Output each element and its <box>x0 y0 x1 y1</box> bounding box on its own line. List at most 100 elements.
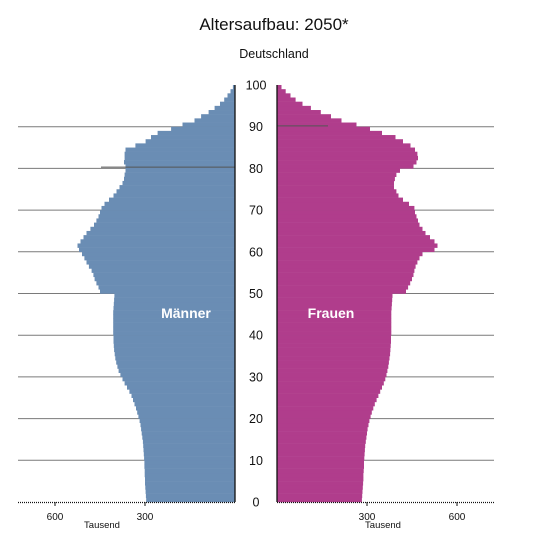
female-bar-age-18 <box>277 422 369 428</box>
female-bar-age-46 <box>277 306 392 311</box>
chart-title: Altersaufbau: 2050* <box>199 15 349 34</box>
male-bar-age-70 <box>101 205 235 211</box>
female-bar-age-97 <box>277 93 291 98</box>
female-bar-age-88 <box>277 130 382 136</box>
male-bar-age-28 <box>124 381 235 386</box>
male-bar-age-67 <box>96 218 236 223</box>
female-bar-age-99 <box>277 85 282 90</box>
female-bar-age-94 <box>277 105 311 111</box>
female-bar-age-72 <box>277 197 403 203</box>
male-bar-age-66 <box>94 222 235 228</box>
male-bar-age-80 <box>125 164 235 169</box>
female-bar-age-79 <box>277 168 400 173</box>
female-bar-age-82 <box>277 155 418 161</box>
female-bar-age-66 <box>277 222 420 228</box>
male-bar-age-25 <box>131 393 235 398</box>
male-bar-age-38 <box>113 339 235 344</box>
female-bar-age-75 <box>277 185 394 190</box>
female-bar-age-0 <box>277 497 362 503</box>
female-bar-age-27 <box>277 385 382 390</box>
age-tick-label-40: 40 <box>249 329 263 343</box>
male-bar-age-27 <box>127 385 235 390</box>
female-bar-age-41 <box>277 326 392 332</box>
male-bar-age-85 <box>135 143 235 148</box>
male-bar-age-54 <box>93 272 236 278</box>
female-bar-age-73 <box>277 193 399 198</box>
male-bar-age-76 <box>122 180 235 186</box>
female-bar-age-12 <box>277 447 365 453</box>
male-bar-age-87 <box>151 135 235 140</box>
age-tick-label-60: 60 <box>249 245 263 259</box>
female-bar-age-40 <box>277 331 392 336</box>
male-bars <box>77 85 236 503</box>
male-bar-age-0 <box>146 497 235 503</box>
male-bar-age-60 <box>79 247 235 253</box>
male-bar-age-63 <box>83 235 235 240</box>
female-bar-age-8 <box>277 464 364 469</box>
male-bar-age-99 <box>232 85 235 90</box>
female-bar-age-87 <box>277 135 396 140</box>
female-bar-age-92 <box>277 114 331 119</box>
male-bar-age-32 <box>117 364 235 369</box>
female-bar-age-24 <box>277 397 377 403</box>
male-bar-age-9 <box>144 460 235 465</box>
male-bar-age-56 <box>88 264 236 269</box>
male-bar-age-89 <box>171 126 235 132</box>
chart-labels: 0 10 20 30 40 50 60 70 80 90 100 600 300 300 600 Tausen… <box>47 79 466 532</box>
male-bar-age-71 <box>104 201 235 207</box>
female-bar-age-13 <box>277 443 366 449</box>
male-bar-age-79 <box>125 168 235 173</box>
female-bar-age-30 <box>277 372 387 378</box>
male-bar-age-23 <box>134 401 235 407</box>
female-bar-age-45 <box>277 310 392 315</box>
female-bar-age-32 <box>277 364 389 369</box>
male-bar-age-39 <box>113 335 235 340</box>
female-bar-age-91 <box>277 118 342 123</box>
male-bar-age-81 <box>124 160 235 165</box>
male-bar-age-91 <box>194 118 235 123</box>
male-bar-age-83 <box>124 151 235 157</box>
female-bar-age-63 <box>277 235 430 240</box>
male-bar-age-95 <box>220 101 235 107</box>
female-bar-age-14 <box>277 439 366 444</box>
age-tick-label-10: 10 <box>249 454 263 468</box>
male-bar-age-12 <box>143 447 235 453</box>
female-bar-age-22 <box>277 406 374 411</box>
male-bar-age-42 <box>113 322 235 328</box>
male-bar-age-75 <box>119 185 235 190</box>
female-bar-age-74 <box>277 189 397 194</box>
male-bar-age-3 <box>145 485 235 490</box>
male-bar-age-29 <box>122 376 235 382</box>
male-bar-age-34 <box>115 356 235 361</box>
male-bar-age-57 <box>86 260 235 265</box>
male-bar-age-94 <box>214 105 235 111</box>
female-bar-age-38 <box>277 339 391 344</box>
male-bar-age-74 <box>116 189 235 194</box>
female-bar-age-60 <box>277 247 435 253</box>
male-bar-age-53 <box>94 276 235 282</box>
male-bar-age-1 <box>145 493 235 499</box>
left-value-tick-label-600: 600 <box>47 512 64 523</box>
female-bar-age-20 <box>277 414 371 419</box>
female-bar-age-47 <box>277 301 392 307</box>
female-bar-age-1 <box>277 493 363 499</box>
male-bar-age-5 <box>145 476 235 482</box>
female-bar-age-4 <box>277 481 364 486</box>
female-bar-age-62 <box>277 239 435 244</box>
female-bar-age-70 <box>277 205 415 211</box>
male-bar-age-40 <box>113 331 235 336</box>
male-bar-age-93 <box>208 110 235 115</box>
male-bar-age-30 <box>120 372 235 378</box>
female-bar-age-3 <box>277 485 363 490</box>
overlay-lines <box>101 125 328 168</box>
age-tick-label-30: 30 <box>249 370 263 384</box>
male-bar-age-52 <box>96 280 236 286</box>
female-bar-age-34 <box>277 356 390 361</box>
female-bar-age-28 <box>277 381 384 386</box>
female-bar-age-59 <box>277 251 423 257</box>
male-bar-age-55 <box>91 268 235 273</box>
male-bar-age-26 <box>129 389 235 394</box>
age-tick-label-80: 80 <box>249 162 263 176</box>
male-bar-age-2 <box>145 489 235 494</box>
female-bar-age-51 <box>277 285 409 290</box>
